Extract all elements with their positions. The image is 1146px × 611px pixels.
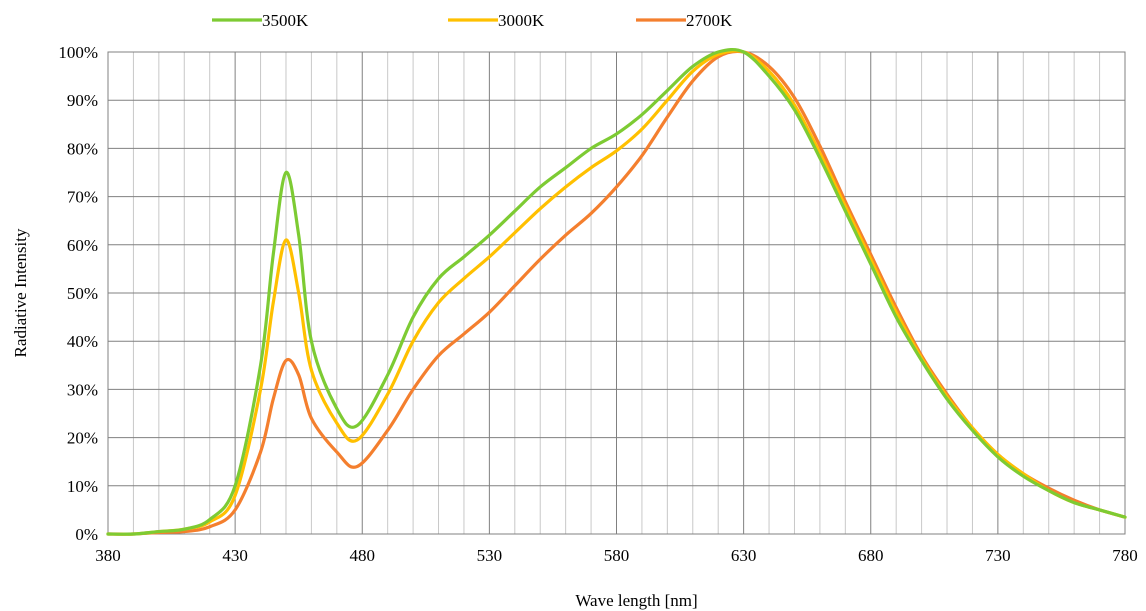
x-axis-tick-labels: 380 430 480 530 580 630 680 730 780 — [95, 546, 1138, 565]
series-lines — [106, 47, 1127, 536]
y-tick-label: 20% — [67, 429, 98, 448]
y-tick-label: 80% — [67, 139, 98, 158]
x-tick-label: 680 — [858, 546, 884, 565]
legend-label-2700K: 2700K — [686, 11, 733, 30]
y-tick-label: 30% — [67, 380, 98, 399]
x-tick-label: 480 — [350, 546, 376, 565]
y-axis-tick-labels: 0% 10% 20% 30% 40% 50% 60% 70% 80% 90% 100% — [58, 43, 98, 544]
y-tick-label: 90% — [67, 91, 98, 110]
y-tick-label: 0% — [75, 525, 98, 544]
x-tick-label: 780 — [1112, 546, 1138, 565]
x-tick-label: 430 — [222, 546, 248, 565]
x-tick-label: 580 — [604, 546, 630, 565]
y-axis-title: Radiative Intensity — [11, 228, 30, 357]
legend: 3500K 3000K 2700K — [212, 11, 733, 30]
x-tick-label: 530 — [477, 546, 503, 565]
y-tick-label: 50% — [67, 284, 98, 303]
y-tick-label: 70% — [67, 188, 98, 207]
legend-label-3000K: 3000K — [498, 11, 545, 30]
y-tick-label: 60% — [67, 236, 98, 255]
x-tick-label: 730 — [985, 546, 1011, 565]
y-tick-label: 100% — [58, 43, 98, 62]
y-tick-label: 10% — [67, 477, 98, 496]
x-tick-label: 380 — [95, 546, 121, 565]
plot-area-border — [107, 51, 1126, 535]
y-tick-label: 40% — [67, 332, 98, 351]
x-axis-title: Wave length [nm] — [575, 591, 697, 610]
x-tick-label: 630 — [731, 546, 757, 565]
legend-label-3500K: 3500K — [262, 11, 309, 30]
series-line-3500K — [106, 47, 1127, 536]
